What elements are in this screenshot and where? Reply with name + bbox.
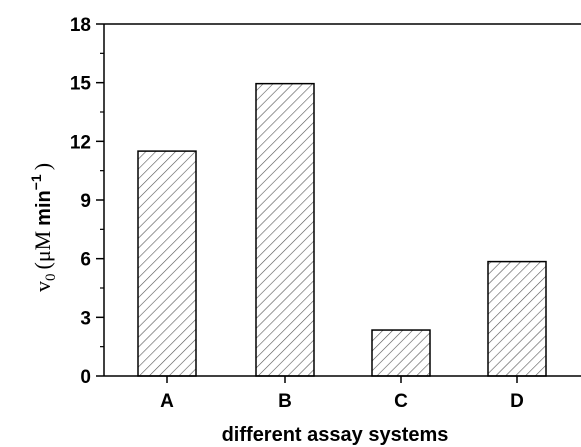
bar-D [487,260,547,377]
y-axis-title-unit-mu: μM [30,231,55,262]
bar-B [255,82,315,377]
y-tick-label: 12 [70,132,91,153]
x-tick-label: A [160,391,174,412]
y-tick-label: 18 [70,15,91,36]
y-axis-title-unit-min: min [33,190,55,226]
bars-group [137,82,547,377]
y-tick-label: 6 [80,250,91,271]
y-axis-title: v0 (μM min−1) [28,163,59,292]
bar-C [371,329,431,377]
y-axis-title-subscript: 0 [43,274,59,282]
y-tick-label: 9 [80,191,91,212]
y-axis-title-symbol: v [30,281,55,292]
y-tick-label: 3 [80,308,91,329]
x-axis-title: different assay systems [222,424,449,446]
svg-text:v0(μMmin−1): v0 (μM min−1) [28,163,59,292]
y-axis-title-close-paren: ) [30,163,55,170]
y-axis-title-open-paren: ( [30,262,55,269]
y-axis-title-superscript: −1 [28,174,44,190]
x-tick-label: D [510,391,524,412]
bar-A [137,150,197,377]
x-tick-label: C [394,391,408,412]
y-tick-label: 15 [70,74,92,95]
x-tick-label: B [278,391,292,412]
y-ticks-group: 0 3 6 9 12 15 18 [70,15,104,388]
y-tick-label: 0 [80,367,91,388]
x-ticks-group: A B C D [160,376,524,412]
